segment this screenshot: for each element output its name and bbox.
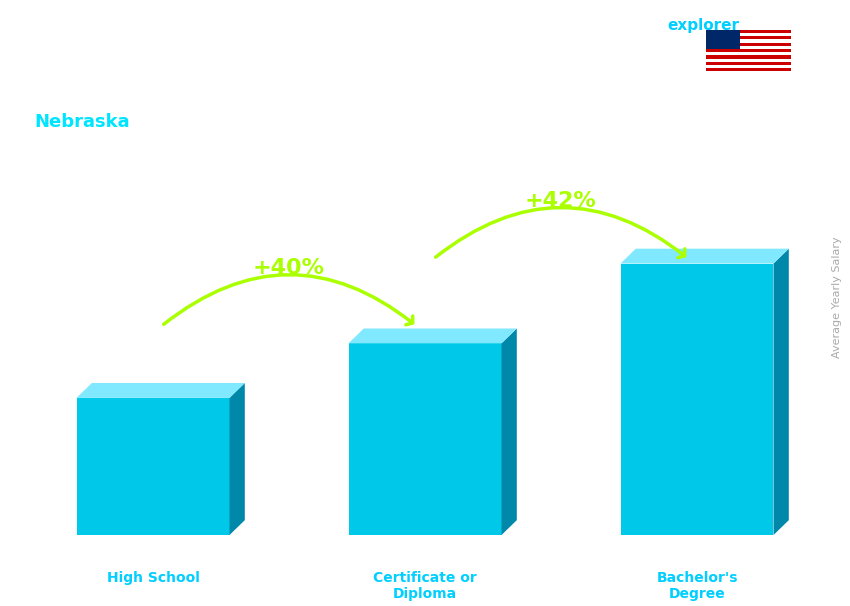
FancyBboxPatch shape (706, 42, 791, 45)
FancyBboxPatch shape (706, 59, 791, 62)
FancyBboxPatch shape (706, 68, 791, 72)
FancyBboxPatch shape (706, 55, 791, 59)
Text: +42%: +42% (525, 191, 597, 211)
Text: Average Yearly Salary: Average Yearly Salary (831, 236, 842, 358)
FancyBboxPatch shape (706, 62, 791, 65)
Text: High School: High School (106, 571, 200, 585)
FancyBboxPatch shape (706, 65, 791, 68)
Text: Certificate or
Diploma: Certificate or Diploma (373, 571, 477, 601)
Polygon shape (620, 264, 774, 535)
FancyBboxPatch shape (706, 36, 791, 39)
Polygon shape (774, 248, 789, 535)
FancyBboxPatch shape (706, 45, 791, 49)
FancyBboxPatch shape (706, 52, 791, 55)
Text: 24,400 USD: 24,400 USD (103, 350, 203, 365)
FancyBboxPatch shape (706, 30, 791, 33)
Text: 34,100 USD: 34,100 USD (375, 296, 475, 311)
Text: salary: salary (612, 18, 665, 33)
Text: Nebraska: Nebraska (34, 113, 129, 131)
FancyBboxPatch shape (706, 49, 791, 52)
Text: Admin Clerk: Admin Clerk (34, 72, 144, 89)
Polygon shape (76, 398, 230, 535)
Text: 48,300 USD: 48,300 USD (647, 216, 747, 231)
Polygon shape (502, 328, 517, 535)
Polygon shape (348, 344, 502, 535)
FancyBboxPatch shape (706, 30, 740, 49)
FancyBboxPatch shape (706, 39, 791, 42)
Polygon shape (620, 248, 789, 264)
Text: .com: .com (737, 18, 778, 33)
Text: explorer: explorer (667, 18, 740, 33)
FancyBboxPatch shape (706, 33, 791, 36)
Polygon shape (230, 383, 245, 535)
Polygon shape (76, 383, 245, 398)
Text: Bachelor's
Degree: Bachelor's Degree (656, 571, 738, 601)
Text: +40%: +40% (253, 259, 325, 279)
Text: Salary Comparison By Education: Salary Comparison By Education (34, 18, 493, 42)
Polygon shape (348, 328, 517, 344)
